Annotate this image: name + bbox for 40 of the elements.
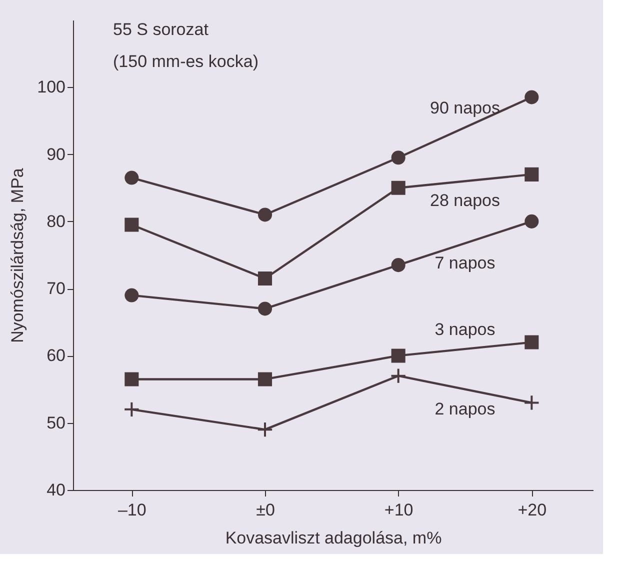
point xyxy=(391,150,406,165)
point xyxy=(124,218,139,232)
point xyxy=(124,401,140,418)
point xyxy=(524,335,539,350)
chart-title: 55 S sorozat xyxy=(113,20,209,39)
series-label: 2 napos xyxy=(434,399,496,418)
point xyxy=(391,348,406,363)
y-tick-label: 90 xyxy=(46,144,66,164)
series-label: 3 napos xyxy=(434,320,496,339)
y-tick-label: 40 xyxy=(46,480,66,500)
series-label: 7 napos xyxy=(434,253,496,272)
series-label: 90 napos xyxy=(430,98,500,118)
point xyxy=(124,372,139,386)
x-tick-label: +20 xyxy=(518,500,547,520)
point xyxy=(524,90,539,104)
point xyxy=(391,258,406,272)
point xyxy=(258,208,272,222)
y-tick-label: 50 xyxy=(46,413,66,432)
point xyxy=(258,372,272,386)
point xyxy=(390,368,406,384)
y-tick-label: 60 xyxy=(46,346,66,366)
series-label: 28 napos xyxy=(430,191,500,210)
y-tick-label: 80 xyxy=(46,212,66,231)
x-tick-label: ±0 xyxy=(256,500,275,520)
point xyxy=(258,271,272,286)
text: (150 mm-es kocka) xyxy=(113,52,258,71)
point xyxy=(124,170,139,185)
point xyxy=(258,302,272,316)
point xyxy=(391,180,406,195)
point xyxy=(524,214,539,228)
y-tick-label: 70 xyxy=(46,279,66,298)
x-tick-label: +10 xyxy=(384,500,414,520)
x-axis-title: Kovasavliszt adagolása, m% xyxy=(225,528,442,548)
point xyxy=(256,422,274,438)
point xyxy=(524,167,539,182)
point xyxy=(524,394,540,411)
x-tick-label: –10 xyxy=(118,500,146,520)
y-axis-title: Nyomószilárdság, MPa xyxy=(8,168,28,343)
point xyxy=(124,288,139,302)
y-tick-label: 100 xyxy=(37,78,66,97)
